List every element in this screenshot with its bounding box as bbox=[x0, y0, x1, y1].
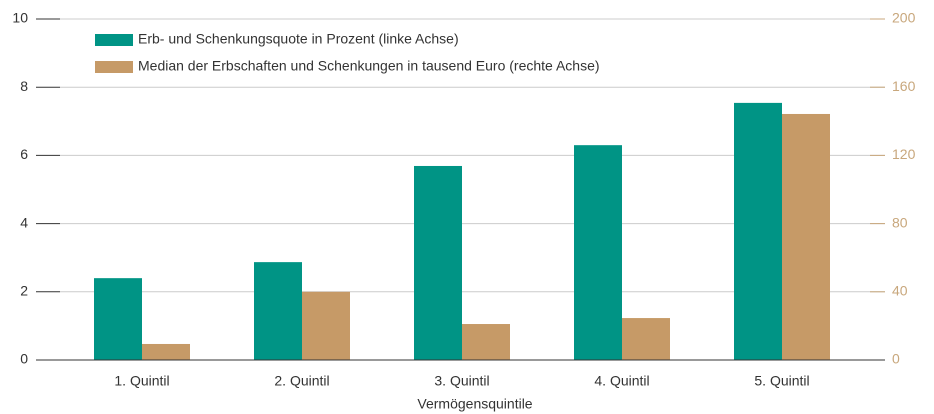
bar bbox=[142, 343, 190, 360]
bar bbox=[94, 278, 142, 360]
bar bbox=[462, 324, 510, 360]
x-tick-label: 4. Quintil bbox=[594, 373, 649, 389]
y2-tick-label: 40 bbox=[892, 283, 908, 299]
y-tick-label: 4 bbox=[20, 214, 28, 230]
legend-swatch bbox=[95, 61, 133, 73]
x-tick-label: 3. Quintil bbox=[434, 373, 489, 389]
x-tick-label: 1. Quintil bbox=[114, 373, 169, 389]
bar bbox=[574, 145, 622, 360]
x-tick-label: 2. Quintil bbox=[274, 373, 329, 389]
y-tick-label: 6 bbox=[20, 146, 28, 162]
y2-tick-label: 120 bbox=[892, 146, 916, 162]
y2-tick-label: 0 bbox=[892, 351, 900, 367]
y-tick-label: 10 bbox=[12, 10, 28, 26]
legend-label: Erb- und Schenkungsquote in Prozent (lin… bbox=[138, 31, 459, 47]
bar bbox=[782, 113, 830, 360]
x-tick-label: 5. Quintil bbox=[754, 373, 809, 389]
y2-tick-label: 200 bbox=[892, 10, 916, 26]
legend-label: Median der Erbschaften und Schenkungen i… bbox=[138, 58, 600, 74]
legend-swatch bbox=[95, 34, 133, 46]
y-tick-label: 8 bbox=[20, 78, 28, 94]
y2-tick-label: 80 bbox=[892, 214, 908, 230]
y-tick-label: 0 bbox=[20, 351, 28, 367]
bar bbox=[622, 318, 670, 360]
bar bbox=[734, 102, 782, 361]
bar bbox=[254, 262, 302, 360]
y2-tick-label: 160 bbox=[892, 78, 916, 94]
bar bbox=[302, 291, 350, 360]
bar bbox=[414, 165, 462, 360]
y-tick-label: 2 bbox=[20, 283, 28, 299]
x-axis-label: Vermögensquintile bbox=[417, 396, 532, 412]
